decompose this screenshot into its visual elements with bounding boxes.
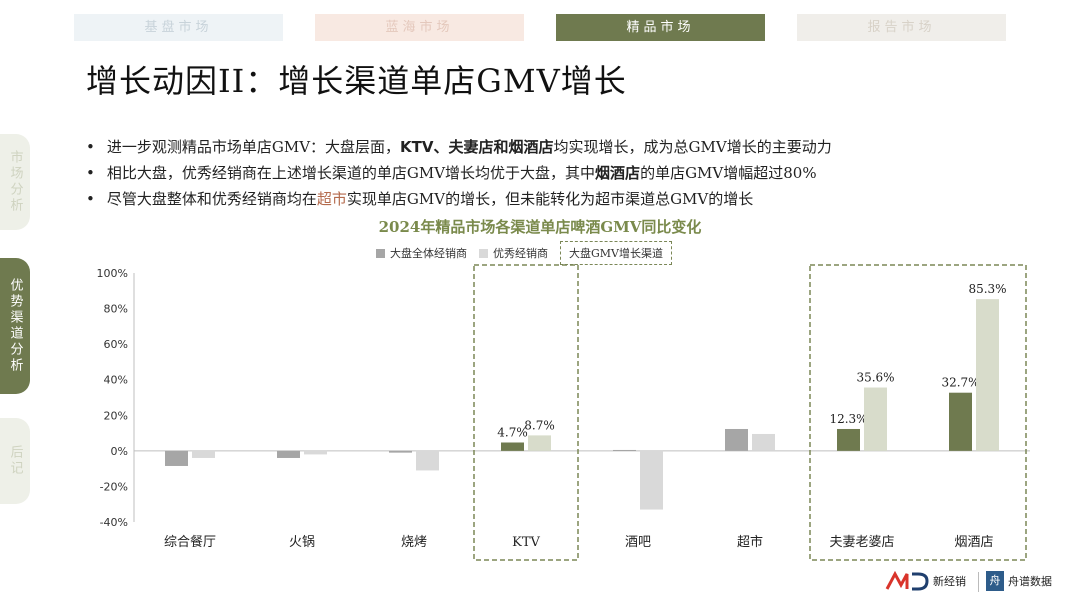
legend-label-base: 大盘全体经销商 bbox=[390, 247, 467, 260]
y-tick-label: 60% bbox=[104, 338, 128, 351]
y-tick-label: 40% bbox=[104, 374, 128, 387]
x-category-label: 火锅 bbox=[289, 534, 315, 550]
bullet-emphasis: 烟酒店 bbox=[595, 164, 641, 182]
y-tick-label: -20% bbox=[100, 480, 128, 493]
bar-top bbox=[416, 450, 439, 471]
x-category-label: 酒吧 bbox=[625, 535, 651, 550]
y-tick-label: 80% bbox=[104, 303, 128, 316]
x-category-label: 烟酒店 bbox=[954, 535, 993, 550]
bar-base bbox=[501, 442, 524, 451]
data-label: 35.6% bbox=[856, 371, 894, 385]
bullet-list: 进一步观测精品市场单店GMV：大盘层面，KTV、夫妻店和烟酒店均实现增长，成为总… bbox=[86, 134, 832, 212]
bar-base bbox=[277, 450, 300, 458]
bullet-emphasis: KTV、夫妻店和烟酒店 bbox=[400, 138, 554, 156]
bullet-text: 相比大盘，优秀经销商在上述增长渠道的单店GMV增长均优于大盘，其中 bbox=[106, 164, 596, 182]
bullet-text: 实现单店GMV的增长，但未能转化为超市渠道总GMV的增长 bbox=[346, 190, 754, 208]
highlight-channel-box bbox=[809, 264, 1027, 561]
tab-base-market[interactable]: 基盘市场 bbox=[74, 14, 283, 41]
tab-report-market[interactable]: 报告市场 bbox=[797, 14, 1006, 41]
bullet-item: 尽管大盘整体和优秀经销商均在超市实现单店GMV的增长，但未能转化为超市渠道总GM… bbox=[86, 186, 832, 212]
bar-base bbox=[837, 428, 860, 451]
data-label: 4.7% bbox=[497, 425, 528, 439]
xinjingxiao-logo-icon bbox=[885, 571, 929, 591]
x-category-label: 烧烤 bbox=[401, 535, 427, 550]
side-nav-channel-analysis[interactable]: 优势渠道分析 bbox=[0, 258, 30, 394]
bar-base bbox=[389, 450, 412, 453]
bar-base bbox=[949, 392, 972, 451]
y-tick-label: 100% bbox=[97, 267, 128, 280]
legend-swatch-base bbox=[376, 248, 385, 258]
brand-label-zhoupu: 舟谱数据 bbox=[1008, 575, 1052, 588]
y-tick-label: -40% bbox=[100, 516, 128, 529]
chart-legend: 大盘全体经销商 优秀经销商 大盘GMV增长渠道 bbox=[376, 241, 684, 265]
data-label: 12.3% bbox=[829, 412, 867, 426]
legend-label-top: 优秀经销商 bbox=[493, 247, 548, 260]
x-category-label: 综合餐厅 bbox=[164, 534, 216, 550]
side-nav-market-analysis[interactable]: 市场分析 bbox=[0, 134, 30, 230]
side-nav-postscript[interactable]: 后记 bbox=[0, 418, 30, 504]
legend-highlight-box: 大盘GMV增长渠道 bbox=[560, 241, 672, 265]
tab-blue-ocean-market[interactable]: 蓝海市场 bbox=[315, 14, 524, 41]
page-title: 增长动因II：增长渠道单店GMV增长 bbox=[86, 62, 627, 100]
bullet-text: 超市 bbox=[316, 190, 347, 208]
y-tick-label: 20% bbox=[104, 409, 128, 422]
bullet-item: 相比大盘，优秀经销商在上述增长渠道的单店GMV增长均优于大盘，其中烟酒店的单店G… bbox=[86, 160, 832, 186]
bullet-text: 的单店GMV增幅超过80% bbox=[640, 164, 817, 182]
highlight-channel-box bbox=[473, 264, 579, 561]
data-label: 85.3% bbox=[968, 282, 1006, 296]
bar-top bbox=[976, 299, 999, 451]
bar-top bbox=[528, 435, 551, 451]
bar-top bbox=[304, 450, 327, 455]
chart-title: 2024年精品市场各渠道单店啤酒GMV同比变化 bbox=[378, 218, 702, 236]
brand-zhoupu: 舟 舟谱数据 bbox=[986, 566, 1052, 596]
bar-top bbox=[640, 450, 663, 510]
brand-label-xinjingxiao: 新经销 bbox=[933, 575, 966, 588]
bullet-text: 进一步观测精品市场单店GMV：大盘层面， bbox=[106, 138, 401, 156]
tab-premium-market[interactable]: 精品市场 bbox=[556, 14, 765, 41]
zhoupu-logo-icon: 舟 bbox=[986, 571, 1004, 591]
brand-divider bbox=[978, 572, 979, 592]
bullet-text: 均实现增长，成为总GMV增长的主要动力 bbox=[553, 138, 832, 156]
bullet-item: 进一步观测精品市场单店GMV：大盘层面，KTV、夫妻店和烟酒店均实现增长，成为总… bbox=[86, 134, 832, 160]
brand-xinjingxiao: 新经销 bbox=[885, 566, 966, 596]
x-category-label: 夫妻老婆店 bbox=[829, 535, 894, 550]
bullet-text: 尽管大盘整体和优秀经销商均在 bbox=[106, 190, 317, 208]
x-category-label: 超市 bbox=[737, 534, 763, 550]
legend-item-base: 大盘全体经销商 bbox=[376, 245, 467, 261]
bar-base bbox=[725, 428, 748, 451]
bar-base bbox=[165, 450, 188, 466]
y-tick-label: 0% bbox=[111, 445, 128, 458]
bar-base bbox=[613, 449, 636, 451]
bar-top bbox=[192, 450, 215, 458]
legend-swatch-top bbox=[479, 248, 488, 258]
x-category-label: KTV bbox=[512, 535, 540, 550]
data-label: 32.7% bbox=[941, 376, 979, 390]
bar-top bbox=[752, 433, 775, 451]
data-label: 8.7% bbox=[524, 418, 555, 432]
legend-label-highlight: 大盘GMV增长渠道 bbox=[569, 247, 663, 260]
legend-item-top: 优秀经销商 bbox=[479, 245, 548, 261]
bar-top bbox=[864, 387, 887, 451]
